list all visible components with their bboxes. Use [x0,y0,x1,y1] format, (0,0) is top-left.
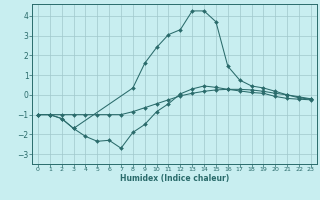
X-axis label: Humidex (Indice chaleur): Humidex (Indice chaleur) [120,174,229,183]
